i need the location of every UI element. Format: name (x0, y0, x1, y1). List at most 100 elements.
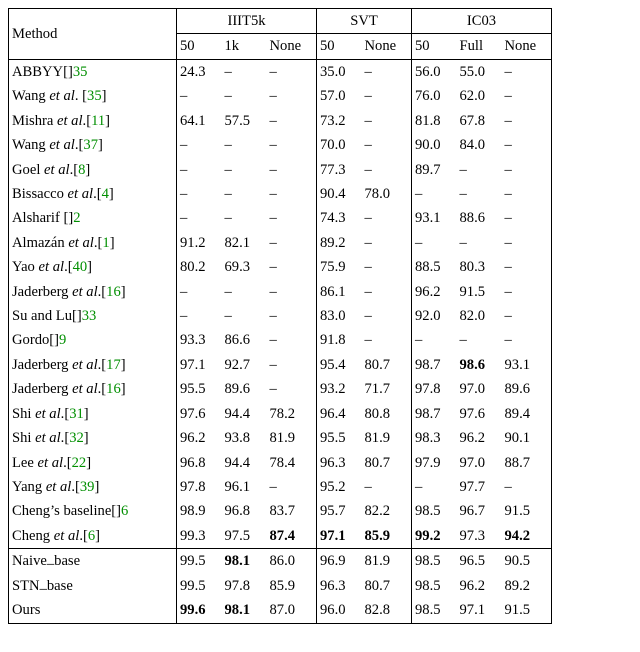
value-cell: – (362, 255, 412, 279)
value-cell: 95.7 (317, 499, 362, 523)
method-cell: Cheng’s baseline[]6 (9, 499, 177, 523)
value-cell: 92.7 (222, 353, 267, 377)
value-cell: 97.0 (457, 377, 502, 401)
value-cell: 89.2 (317, 231, 362, 255)
value-cell: 96.2 (457, 426, 502, 450)
method-cell: Cheng et al.[6] (9, 524, 177, 549)
value-cell: – (267, 158, 317, 182)
citation-ref: 22 (72, 455, 87, 471)
value-cell: – (267, 353, 317, 377)
value-cell: 96.4 (317, 402, 362, 426)
value-cell: – (502, 182, 552, 206)
value-cell: 70.0 (317, 133, 362, 157)
value-cell: – (267, 231, 317, 255)
value-cell: – (267, 109, 317, 133)
value-cell: 97.1 (317, 524, 362, 549)
value-cell: 91.2 (177, 231, 222, 255)
value-cell: 84.0 (457, 133, 502, 157)
value-cell: 89.6 (502, 377, 552, 401)
col-group-header: IIIT5k (177, 9, 317, 34)
value-cell: 95.2 (317, 475, 362, 499)
value-cell: 96.1 (222, 475, 267, 499)
value-cell: 90.5 (502, 549, 552, 574)
citation-ref: 40 (73, 259, 88, 275)
value-cell: 96.8 (222, 499, 267, 523)
value-cell: – (502, 133, 552, 157)
value-cell: 96.2 (177, 426, 222, 450)
value-cell: – (502, 158, 552, 182)
value-cell: 87.0 (267, 598, 317, 623)
method-cell: Shi et al.[31] (9, 402, 177, 426)
citation-ref: 16 (106, 381, 121, 397)
value-cell: 64.1 (177, 109, 222, 133)
col-sub-header: None (502, 34, 552, 59)
value-cell: – (412, 182, 457, 206)
citation-ref: 1 (102, 235, 109, 251)
value-cell: 99.5 (177, 549, 222, 574)
col-sub-header: None (362, 34, 412, 59)
value-cell: – (177, 182, 222, 206)
value-cell: 83.7 (267, 499, 317, 523)
value-cell: 57.0 (317, 84, 362, 108)
value-cell: – (177, 304, 222, 328)
value-cell: 94.2 (502, 524, 552, 549)
value-cell: 88.5 (412, 255, 457, 279)
col-header-method: Method (9, 9, 177, 60)
value-cell: 92.0 (412, 304, 457, 328)
value-cell: 97.0 (457, 451, 502, 475)
value-cell: 97.1 (177, 353, 222, 377)
value-cell: – (177, 280, 222, 304)
value-cell: – (362, 158, 412, 182)
value-cell: – (222, 304, 267, 328)
value-cell: 77.3 (317, 158, 362, 182)
col-sub-header: 50 (412, 34, 457, 59)
method-cell: Lee et al.[22] (9, 451, 177, 475)
value-cell: – (412, 231, 457, 255)
value-cell: 93.1 (502, 353, 552, 377)
value-cell: – (502, 475, 552, 499)
value-cell: 96.3 (317, 574, 362, 598)
value-cell: 98.5 (412, 598, 457, 623)
value-cell: – (267, 206, 317, 230)
value-cell: 81.9 (362, 549, 412, 574)
value-cell: 88.6 (457, 206, 502, 230)
method-cell: Jaderberg et al.[16] (9, 280, 177, 304)
value-cell: – (457, 182, 502, 206)
citation-ref: 9 (59, 332, 66, 348)
value-cell: – (502, 328, 552, 352)
col-sub-header: Full (457, 34, 502, 59)
value-cell: 56.0 (412, 59, 457, 84)
value-cell: – (222, 182, 267, 206)
value-cell: 93.3 (177, 328, 222, 352)
col-sub-header: 50 (317, 34, 362, 59)
value-cell: – (267, 304, 317, 328)
value-cell: 99.3 (177, 524, 222, 549)
value-cell: 97.3 (457, 524, 502, 549)
value-cell: 98.5 (412, 549, 457, 574)
value-cell: – (457, 158, 502, 182)
value-cell: 99.2 (412, 524, 457, 549)
value-cell: 76.0 (412, 84, 457, 108)
citation-ref: 17 (106, 357, 121, 373)
value-cell: 80.7 (362, 353, 412, 377)
value-cell: 91.5 (457, 280, 502, 304)
method-cell: Alsharif []2 (9, 206, 177, 230)
value-cell: 96.3 (317, 451, 362, 475)
method-cell: Shi et al.[32] (9, 426, 177, 450)
value-cell: 69.3 (222, 255, 267, 279)
value-cell: 95.5 (177, 377, 222, 401)
method-cell: Almazán et al.[1] (9, 231, 177, 255)
method-cell: Jaderberg et al.[17] (9, 353, 177, 377)
value-cell: 97.9 (412, 451, 457, 475)
value-cell: – (412, 328, 457, 352)
method-cell: Goel et al.[8] (9, 158, 177, 182)
value-cell: 80.2 (177, 255, 222, 279)
value-cell: 94.4 (222, 402, 267, 426)
citation-ref: 11 (91, 113, 105, 129)
value-cell: 90.0 (412, 133, 457, 157)
value-cell: – (267, 133, 317, 157)
value-cell: – (267, 377, 317, 401)
value-cell: 98.5 (412, 574, 457, 598)
value-cell: – (267, 182, 317, 206)
citation-ref: 37 (83, 137, 98, 153)
